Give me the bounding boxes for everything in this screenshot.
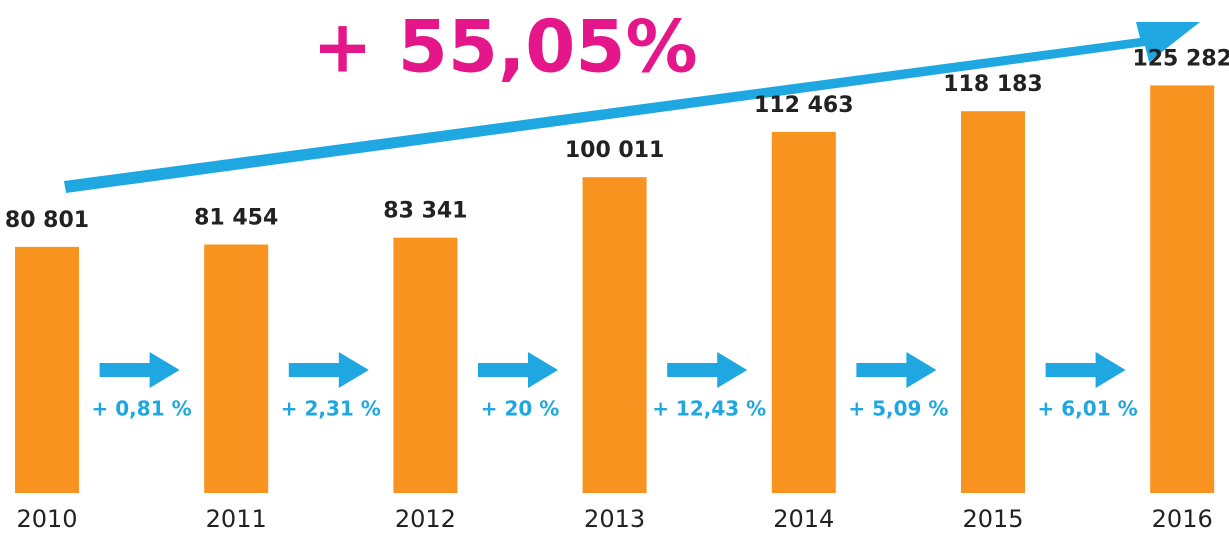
growth-arrow [856, 352, 937, 388]
x-tick-label: 2010 [16, 505, 77, 533]
bar [771, 131, 836, 493]
growth-label: + 0,81 % [92, 397, 192, 421]
growth-arrow [1045, 352, 1126, 388]
bar [393, 237, 458, 493]
bar [1150, 85, 1215, 494]
x-tick-label: 2012 [395, 505, 456, 533]
bar [204, 244, 269, 493]
x-tick-label: 2011 [206, 505, 267, 533]
bar [961, 111, 1025, 493]
value-label: 80 801 [5, 208, 89, 233]
x-tick-label: 2015 [962, 505, 1023, 533]
bar [15, 246, 79, 493]
growth-label: + 6,01 % [1038, 397, 1138, 421]
value-label: 100 011 [565, 138, 665, 163]
value-label: 118 183 [943, 72, 1043, 97]
x-tick-label: 2013 [584, 505, 645, 533]
growth-label: + 12,43 % [652, 397, 766, 421]
x-tick-label: 2016 [1152, 505, 1213, 533]
value-label: 125 282 [1132, 46, 1229, 71]
bar [582, 177, 647, 493]
x-tick-label: 2014 [773, 505, 834, 533]
growth-arrow [99, 352, 180, 388]
growth-label: + 5,09 % [848, 397, 948, 421]
value-label: 81 454 [194, 206, 278, 231]
trend-arrow [64, 22, 1200, 193]
value-label: 112 463 [754, 93, 854, 118]
growth-arrow [667, 352, 748, 388]
growth-label: + 2,31 % [281, 397, 381, 421]
headline: + 55,05% [312, 5, 697, 89]
growth-arrow [288, 352, 369, 388]
growth-label: + 20 % [481, 397, 560, 421]
value-label: 83 341 [383, 199, 467, 224]
growth-arrow [478, 352, 558, 388]
